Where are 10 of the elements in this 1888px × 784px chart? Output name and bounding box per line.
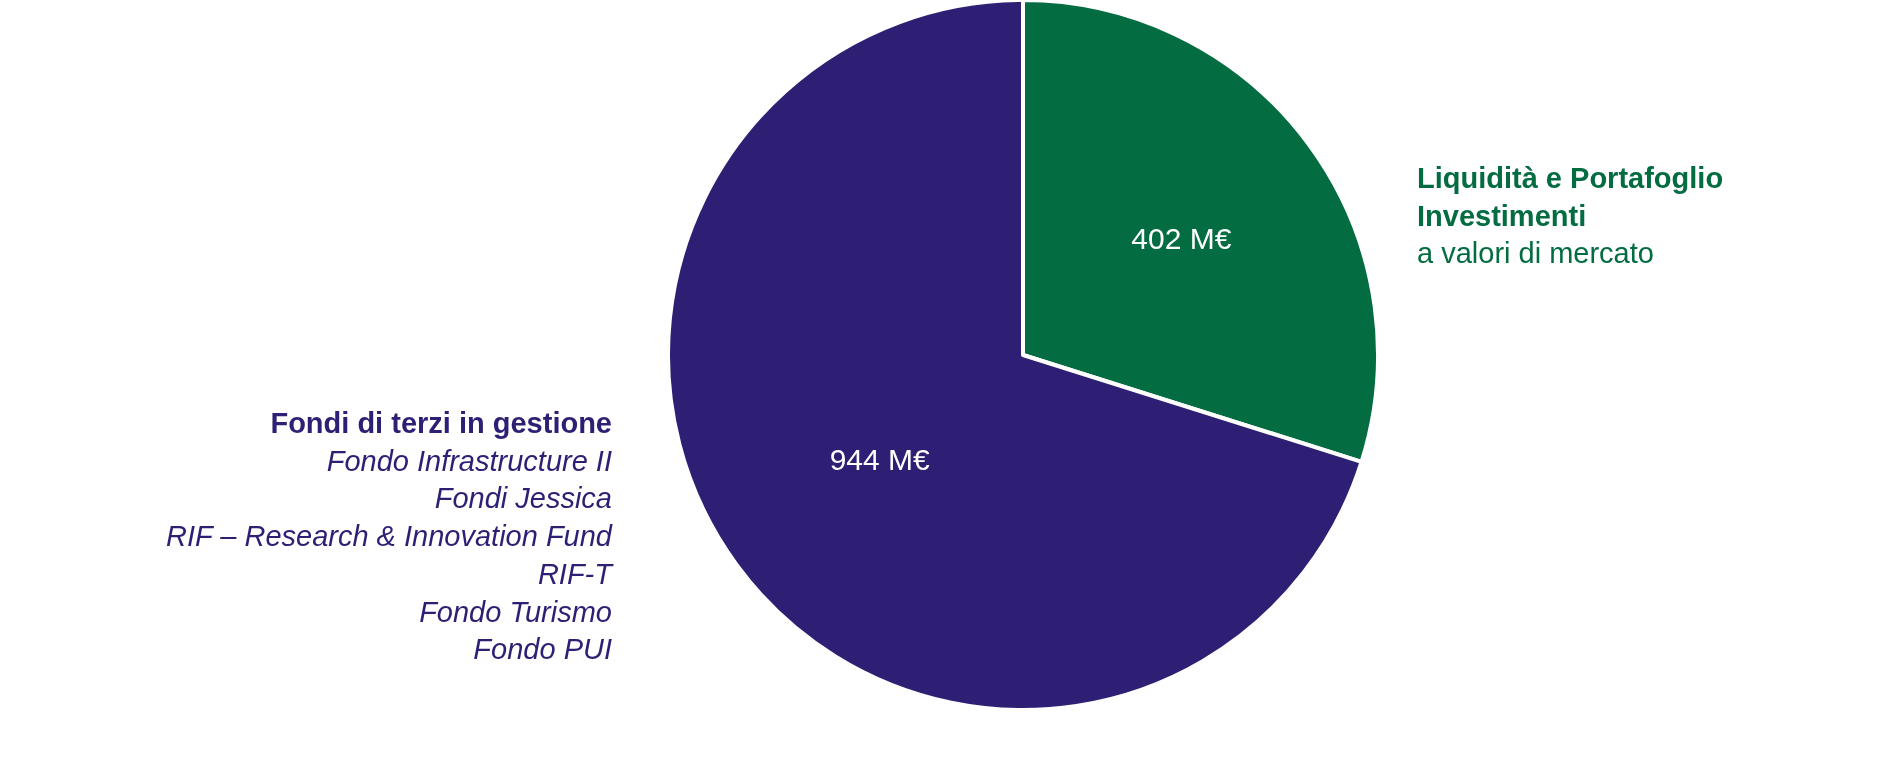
- text: Fondo PUI: [473, 633, 612, 666]
- slice-label: Fondi di terzi in gestione: [270, 407, 612, 439]
- text: Fondi Jessica: [434, 482, 612, 515]
- text: Fondo Infrastructure II: [326, 444, 612, 477]
- text: RIF-T: [537, 557, 615, 590]
- text: RIF – Research & Innovation Fund: [166, 520, 613, 553]
- text: a valori di mercato: [1417, 237, 1654, 270]
- data-label: 402 M€: [1131, 222, 1232, 256]
- data-label: 944 M€: [829, 443, 931, 477]
- text: Fondo Turismo: [419, 595, 612, 628]
